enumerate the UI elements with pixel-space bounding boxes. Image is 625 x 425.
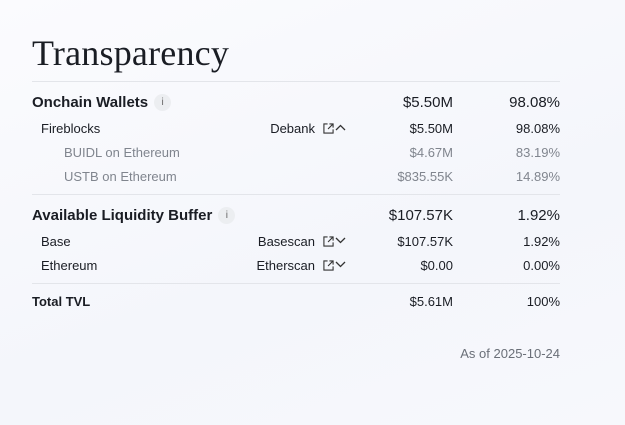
wallet-percent: 1.92% [523,233,560,249]
total-percent: 100% [526,293,560,309]
section-label: Onchain Wallets [32,93,149,111]
basescan-link[interactable]: Basescan [258,234,334,249]
holding-percent: 83.19% [515,144,560,160]
holding-amount: $4.67M [409,144,453,160]
section-liquidity-buffer: Available Liquidity Buffer i $107.57K 1.9… [32,203,560,227]
divider [32,81,560,82]
divider [32,194,560,195]
holding-amount: $835.55K [397,168,453,184]
section-percent: 98.08% [509,93,560,111]
wallet-percent: 98.08% [515,120,560,136]
divider [32,283,560,284]
chevron-down-icon[interactable] [333,235,347,247]
wallet-percent: 0.00% [523,257,560,273]
info-icon[interactable]: i [154,93,172,111]
info-icon[interactable]: i [218,206,236,224]
total-tvl-row: Total TVL $5.61M 100% [32,289,560,313]
section-percent: 1.92% [517,206,560,224]
wallet-amount: $107.57K [397,233,453,249]
etherscan-link[interactable]: Etherscan [256,258,334,273]
wallet-row-fireblocks: Fireblocks Debank $5.50M 98.08% [32,116,560,140]
holding-label: USTB on Ethereum [64,168,177,184]
debank-link[interactable]: Debank [270,121,334,136]
external-link-icon [323,122,334,134]
section-onchain-wallets: Onchain Wallets i $5.50M 98.08% [32,90,560,114]
wallet-row-ethereum: Ethereum Etherscan $0.00 0.00% [32,253,560,277]
holding-percent: 14.89% [515,168,560,184]
wallet-label: Base [41,233,71,249]
total-amount: $5.61M [409,293,453,309]
chevron-up-icon[interactable] [333,122,347,134]
page-title: Transparency [32,33,230,73]
section-label: Available Liquidity Buffer [32,206,213,224]
holding-row: USTB on Ethereum $835.55K 14.89% [32,164,560,188]
external-link-icon [323,259,334,271]
wallet-amount: $0.00 [420,257,453,273]
total-label: Total TVL [32,293,91,309]
chevron-down-icon[interactable] [333,259,347,271]
holding-label: BUIDL on Ethereum [64,144,180,160]
section-amount: $5.50M [402,93,453,111]
wallet-label: Fireblocks [41,120,101,136]
wallet-row-base: Base Basescan $107.57K 1.92% [32,229,560,253]
section-amount: $107.57K [388,206,453,224]
external-link-icon [323,235,334,247]
wallet-label: Ethereum [41,257,98,273]
wallet-amount: $5.50M [409,120,453,136]
holding-row: BUIDL on Ethereum $4.67M 83.19% [32,140,560,164]
as-of-date: As of 2025-10-24 [460,346,560,361]
